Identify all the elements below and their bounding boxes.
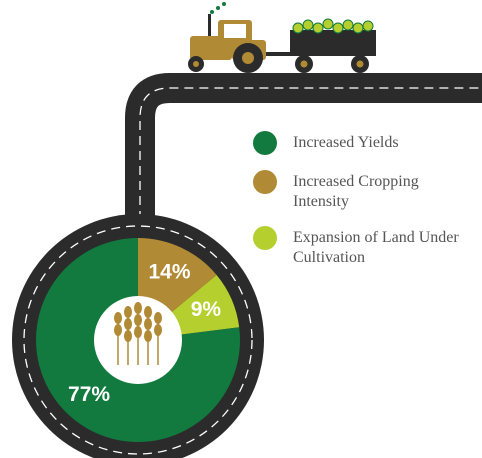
tractor xyxy=(188,2,376,73)
value-label: 77% xyxy=(68,383,110,406)
legend-swatch xyxy=(253,131,277,155)
legend-swatch xyxy=(253,170,277,194)
value-label: 9% xyxy=(191,298,222,321)
legend-label: Increased Yields xyxy=(293,134,399,151)
legend-label: Increased Cropping Intensity xyxy=(293,173,419,210)
legend-label: Expansion of Land Under Cultivation xyxy=(293,229,459,266)
wheat-icon xyxy=(114,302,162,365)
legend-swatch xyxy=(253,226,277,250)
value-label: 14% xyxy=(148,261,190,284)
